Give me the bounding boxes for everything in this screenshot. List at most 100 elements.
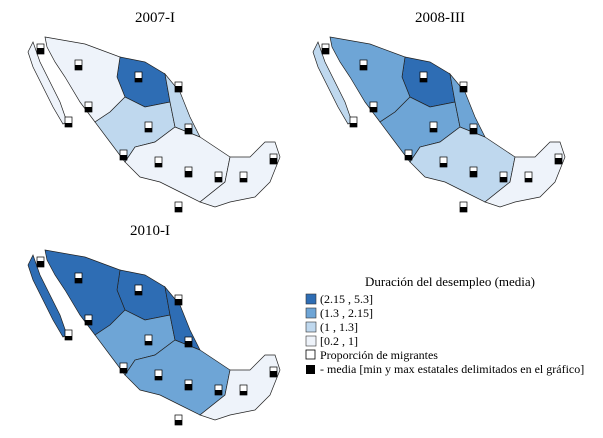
icon-fill — [470, 171, 477, 177]
icon-fill — [185, 341, 192, 347]
legend-label: [0.2 , 1] — [320, 334, 358, 348]
migrants-title: Proporción de migrantes — [320, 348, 438, 362]
migrant-icon — [36, 256, 45, 268]
migrant-icon — [214, 384, 223, 396]
migrant-icon — [305, 349, 316, 360]
icon-fill — [215, 390, 222, 395]
migrant-icon — [174, 201, 183, 213]
icon-fill — [460, 207, 467, 212]
legend-swatch — [305, 307, 317, 319]
migrant-icon — [184, 123, 193, 135]
state-region — [27, 254, 68, 338]
icon-fill — [135, 291, 142, 295]
icon-fill — [270, 371, 277, 377]
icon-fill — [175, 420, 182, 425]
migrant-icon — [184, 336, 193, 348]
legend-swatch — [305, 321, 317, 333]
icon-fill — [65, 336, 72, 340]
migrant-icon — [134, 71, 143, 83]
migrant-icon — [554, 153, 563, 165]
icon-fill — [240, 178, 247, 182]
icon-fill — [65, 123, 72, 127]
migrant-icon — [154, 156, 163, 168]
icon-fill — [120, 155, 127, 160]
migrant-icon — [64, 329, 73, 341]
icon-fill — [185, 384, 192, 390]
map-title: 2010-I — [130, 223, 170, 239]
icon-fill — [120, 368, 127, 373]
migrant-icon — [74, 272, 83, 284]
icon-fill — [405, 155, 412, 160]
state-region — [27, 41, 68, 125]
migrant-icon — [239, 171, 248, 183]
migrant-icon — [459, 201, 468, 213]
migrant-icon — [154, 369, 163, 381]
migrant-icon — [439, 156, 448, 168]
migrant-icon — [419, 71, 428, 83]
icon-fill — [85, 320, 92, 325]
migrant-icon — [349, 116, 358, 128]
icon-fill — [350, 123, 357, 127]
legend-label: (2.15 , 5.3] — [320, 292, 373, 306]
icon-fill — [555, 158, 562, 164]
icon-fill — [470, 128, 477, 134]
migrant-icon — [459, 81, 468, 93]
icon-fill — [175, 207, 182, 212]
migrants-note: - media [min y max estatales delimitados… — [320, 362, 584, 376]
migrant-icon — [74, 59, 83, 71]
migrant-icon — [239, 384, 248, 396]
map-title: 2007-I — [135, 10, 175, 26]
map — [312, 36, 566, 213]
icon-fill — [322, 48, 329, 54]
migrant-icon — [269, 153, 278, 165]
legend-title: Duración del desempleo (media) — [365, 274, 535, 289]
icon-fill — [135, 78, 142, 82]
migrant-icon — [184, 379, 193, 391]
icon-fill — [370, 107, 377, 112]
icon-fill — [460, 86, 467, 92]
migrant-icon — [174, 294, 183, 306]
migrant-icon — [469, 123, 478, 135]
migrant-icon — [306, 365, 315, 374]
icon-fill — [145, 128, 152, 132]
migrant-icon — [214, 171, 223, 183]
migrant-icon — [269, 366, 278, 378]
icon-fill — [525, 178, 532, 182]
migrant-icon — [134, 284, 143, 296]
migrant-icon — [64, 116, 73, 128]
icon-fill — [430, 128, 437, 132]
icon-fill — [75, 278, 82, 283]
icon-fill — [37, 261, 44, 267]
icon-fill — [85, 107, 92, 112]
legend-items: (2.15 , 5.3](1.3 , 2.15](1 , 1.3][0.2 , … — [305, 292, 373, 348]
migrant-icon — [119, 149, 128, 161]
legend-label: (1.3 , 2.15] — [320, 306, 373, 320]
legend: Duración del desempleo (media) (2.15 , 5… — [305, 274, 584, 376]
migrant-icon — [144, 334, 153, 346]
icon-fill — [240, 391, 247, 395]
maps — [27, 36, 566, 426]
icon-fill — [185, 171, 192, 177]
icon-fill — [175, 299, 182, 305]
migrant-icon — [36, 43, 45, 55]
icon-fill — [215, 177, 222, 182]
legend-label: (1 , 1.3] — [320, 320, 358, 334]
icon-fill — [360, 65, 367, 70]
migrant-icon — [84, 101, 93, 113]
migrant-icon — [321, 43, 330, 55]
icon-fill — [145, 341, 152, 345]
icon-fill — [155, 376, 162, 380]
migrant-icon — [369, 101, 378, 113]
migrant-icon — [184, 166, 193, 178]
map — [27, 36, 281, 213]
icon-fill — [75, 65, 82, 70]
map — [27, 249, 281, 426]
icon-fill — [155, 163, 162, 167]
icon-fill — [500, 177, 507, 182]
migrant-icon — [429, 121, 438, 133]
migrant-icon — [174, 81, 183, 93]
state-region — [312, 41, 353, 125]
migrant-icon — [119, 362, 128, 374]
icon-fill — [175, 86, 182, 92]
